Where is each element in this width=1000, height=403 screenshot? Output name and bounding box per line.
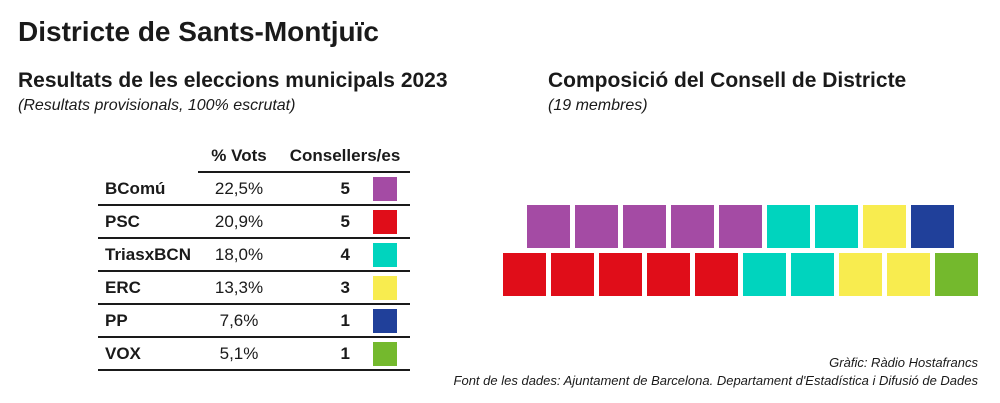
- seat-square: [719, 205, 762, 248]
- page-title: Districte de Sants-Montjuïc: [18, 16, 379, 47]
- party-color-swatch: [373, 242, 397, 267]
- table-row: ERC 13,3% 3: [98, 272, 410, 305]
- party-swatch-cell: [360, 242, 410, 267]
- party-name: BComú: [105, 178, 166, 198]
- party-seat-count: 1: [340, 343, 350, 363]
- seat-square: [839, 253, 882, 296]
- seat-chart-row-bottom: [503, 253, 978, 296]
- party-swatch-cell: [360, 275, 410, 300]
- party-name: ERC: [105, 277, 141, 297]
- source-line: Font de les dades: Ajuntament de Barcelo…: [453, 372, 978, 388]
- party-color-swatch: [373, 308, 397, 333]
- seat-square: [791, 253, 834, 296]
- seat-square: [671, 205, 714, 248]
- seat-square: [815, 205, 858, 248]
- party-seat-count: 3: [340, 277, 350, 297]
- party-swatch-cell: [360, 308, 410, 333]
- seat-square: [527, 205, 570, 248]
- results-table-body: BComú 22,5% 5 PSC 20,9% 5 TriasxBCN 18,0% 4 ERC 13…: [98, 173, 410, 371]
- party-name: TriasxBCN: [105, 244, 191, 264]
- party-seat-count: 5: [340, 178, 350, 198]
- seat-square: [647, 253, 690, 296]
- table-row: PSC 20,9% 5: [98, 206, 410, 239]
- table-row: BComú 22,5% 5: [98, 173, 410, 206]
- results-table-header: % Vots Consellers/es: [98, 145, 410, 173]
- party-swatch-cell: [360, 341, 410, 366]
- seat-square: [503, 253, 546, 296]
- party-vote-share: 18,0%: [214, 244, 264, 264]
- party-name: PP: [105, 310, 128, 330]
- seat-square: [575, 205, 618, 248]
- party-name: VOX: [105, 343, 141, 363]
- party-seat-count: 5: [340, 211, 350, 231]
- party-color-swatch: [373, 176, 397, 201]
- seat-square: [863, 205, 906, 248]
- seat-chart-row-top: [527, 205, 954, 248]
- col-header-vots: % Vots: [198, 145, 280, 173]
- results-subheading: (Resultats provisionals, 100% escrutat): [18, 97, 296, 114]
- seat-square: [695, 253, 738, 296]
- col-header-consellers: Consellers/es: [280, 145, 410, 173]
- seat-square: [599, 253, 642, 296]
- results-table: % Vots Consellers/es BComú 22,5% 5 PSC 20,9%…: [98, 145, 410, 371]
- seat-square: [551, 253, 594, 296]
- table-row: VOX 5,1% 1: [98, 338, 410, 371]
- party-swatch-cell: [360, 176, 410, 201]
- party-name: PSC: [105, 211, 140, 231]
- party-seat-count: 1: [340, 310, 350, 330]
- composition-subheading: (19 membres): [548, 97, 648, 114]
- party-vote-share: 7,6%: [219, 310, 259, 330]
- party-color-swatch: [373, 209, 397, 234]
- table-row: PP 7,6% 1: [98, 305, 410, 338]
- results-heading: Resultats de les eleccions municipals 20…: [18, 69, 448, 92]
- seat-square: [911, 205, 954, 248]
- footer: Gràfic: Ràdio Hostafrancs Font de les da…: [454, 354, 978, 389]
- seat-square: [767, 205, 810, 248]
- seat-square: [743, 253, 786, 296]
- table-row: TriasxBCN 18,0% 4: [98, 239, 410, 272]
- seat-square: [623, 205, 666, 248]
- party-vote-share: 13,3%: [214, 277, 264, 297]
- party-seat-count: 4: [340, 244, 350, 264]
- credit-line: Gràfic: Ràdio Hostafrancs: [829, 355, 978, 370]
- party-color-swatch: [373, 275, 397, 300]
- col-header-empty: [98, 145, 198, 173]
- party-swatch-cell: [360, 209, 410, 234]
- party-vote-share: 22,5%: [214, 178, 264, 198]
- party-color-swatch: [373, 341, 397, 366]
- seat-square: [887, 253, 930, 296]
- seat-square: [935, 253, 978, 296]
- party-vote-share: 5,1%: [219, 343, 259, 363]
- party-vote-share: 20,9%: [214, 211, 264, 231]
- composition-heading: Composició del Consell de Districte: [548, 69, 907, 92]
